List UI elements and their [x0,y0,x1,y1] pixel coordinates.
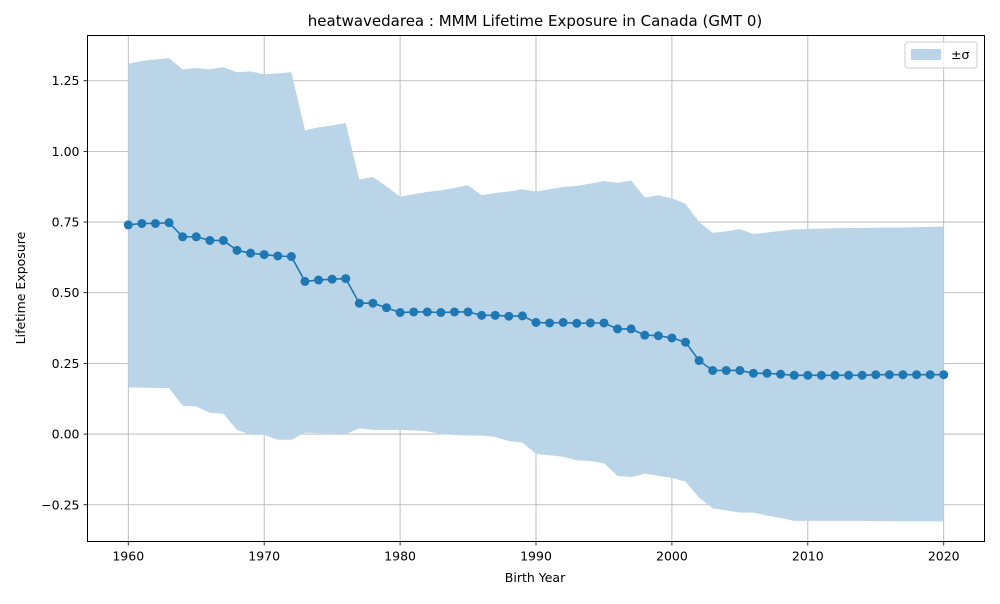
data-point [776,369,786,379]
data-point [653,331,663,341]
data-point [857,370,867,380]
data-point [477,310,487,320]
data-point [762,368,772,378]
data-point [463,307,473,317]
legend: ±σ [904,41,978,69]
data-point [721,365,731,375]
data-point [436,308,446,318]
data-point [640,330,650,340]
y-tick-label: 0.50 [52,285,80,300]
data-point [517,311,527,321]
data-point [191,232,201,242]
data-point [232,245,242,255]
data-point [585,318,595,328]
y-tick-label: 0.75 [52,215,80,230]
data-point [748,368,758,378]
data-point [354,298,364,308]
x-tick-label: 1980 [384,549,416,564]
y-tick-label: 0.25 [52,356,80,371]
data-point [395,308,405,318]
data-point [844,370,854,380]
data-point [912,370,922,380]
data-point [681,337,690,347]
data-point [708,365,718,375]
legend-label-band: ±σ [951,47,969,62]
data-point [123,220,133,230]
data-point [504,311,514,321]
data-point [341,274,351,284]
x-tick-label: 1960 [112,549,144,564]
data-point [939,370,949,380]
data-point [830,370,840,380]
y-tick-label: −0.25 [41,497,79,512]
y-tick-label: 1.25 [52,73,80,88]
series-marker-layer [123,218,949,380]
data-point [871,370,881,380]
data-point [490,310,500,320]
x-axis-ticks: 1960 1970 1980 1990 2000 2010 2020 [112,541,960,564]
data-point [449,307,459,317]
y-tick-label: 0.00 [52,427,80,442]
data-point [789,370,799,380]
data-point [613,324,623,334]
data-point [803,370,813,380]
data-point [150,218,160,228]
data-point [531,317,541,327]
data-point [599,318,609,328]
data-point [667,333,677,343]
data-point [626,324,636,334]
legend-swatch-band [911,49,941,60]
x-tick-label: 1990 [520,549,552,564]
std-band-layer [128,58,944,522]
data-point [259,250,269,260]
data-point [382,303,391,313]
data-point [300,276,310,286]
data-point [286,252,296,262]
data-point [137,218,147,228]
data-point [164,218,174,228]
data-point [314,275,324,285]
y-tick-label: 1.00 [52,144,80,159]
data-point [422,307,432,317]
data-point [925,370,935,380]
x-tick-label: 2000 [656,549,688,564]
data-point [205,235,215,245]
data-point [273,251,283,261]
x-tick-label: 1970 [248,549,280,564]
x-tick-label: 2020 [928,549,960,564]
data-point [178,232,188,242]
x-tick-label: 2010 [792,549,824,564]
data-point [368,298,378,308]
y-axis-ticks: −0.25 0.00 0.25 0.50 0.75 1.00 1.25 [41,73,88,512]
x-axis-label: Birth Year [505,570,566,585]
data-point [898,370,908,380]
data-point [735,365,745,375]
data-point [545,318,555,328]
data-point [884,370,894,380]
data-point [218,235,228,245]
data-point [409,307,419,317]
data-point [327,274,337,284]
data-point [558,317,568,327]
data-point [246,248,256,258]
data-point [816,370,826,380]
data-point [694,356,704,366]
std-band [128,58,944,522]
data-point [572,318,582,328]
y-axis-label: Lifetime Exposure [13,231,28,344]
chart-title: heatwavedarea : MMM Lifetime Exposure in… [308,12,762,30]
